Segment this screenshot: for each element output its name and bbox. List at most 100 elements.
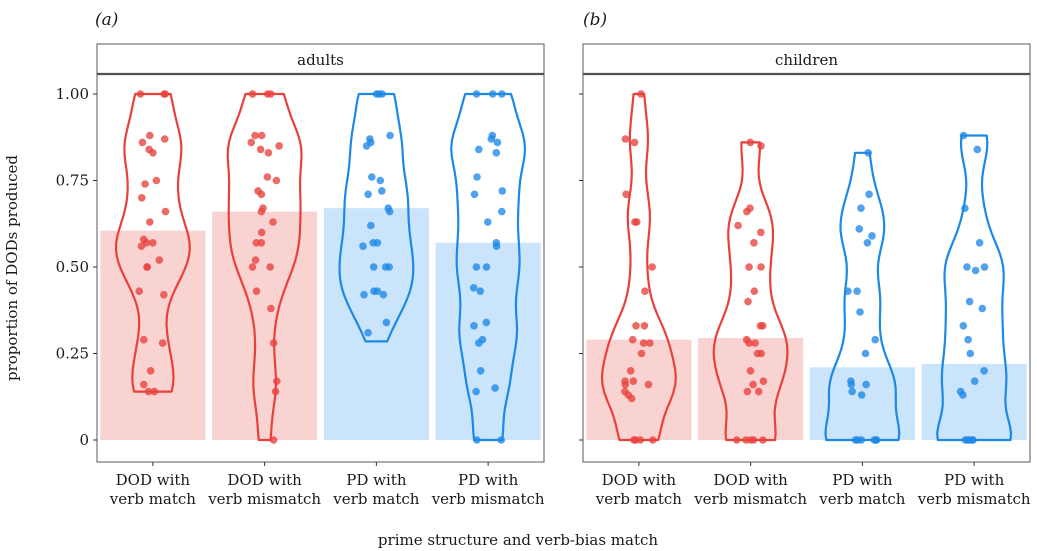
data-point [372, 90, 381, 98]
data-point [759, 436, 767, 444]
x-tick-label: PD with [832, 471, 893, 489]
data-point [379, 290, 388, 299]
y-axis-title: proportion of DODs produced [3, 155, 21, 381]
data-point [973, 145, 982, 154]
data-point [868, 232, 876, 240]
x-tick-label: verb match [109, 490, 196, 508]
data-point [381, 263, 390, 271]
data-point [872, 436, 881, 444]
data-point [385, 207, 394, 216]
data-point [498, 187, 507, 195]
data-point [472, 387, 480, 396]
x-tick-label: PD with [346, 471, 407, 489]
data-point [482, 318, 491, 327]
data-point [980, 367, 988, 375]
panel-letter-1: (a) [95, 10, 118, 30]
data-point [488, 90, 497, 98]
data-point [362, 142, 371, 150]
data-point [472, 263, 481, 271]
x-tick-label: verb mismatch [207, 490, 321, 508]
data-point [266, 263, 275, 271]
x-tick-label: verb match [818, 490, 905, 508]
data-point [137, 242, 146, 250]
data-point [857, 391, 866, 399]
data-point [848, 387, 856, 396]
x-tick-label: DOD with [713, 471, 788, 489]
data-point [969, 436, 977, 444]
data-point [257, 190, 266, 199]
data-point [269, 436, 278, 444]
data-point [627, 394, 636, 403]
data-point [476, 367, 485, 375]
data-point [637, 349, 646, 358]
data-point [160, 290, 168, 299]
data-point [759, 377, 768, 386]
mean-bar [100, 230, 206, 440]
data-point [862, 380, 870, 389]
data-point [473, 436, 481, 444]
data-point [369, 263, 378, 271]
data-point [370, 287, 378, 296]
data-point [263, 90, 272, 98]
data-point [136, 90, 145, 98]
data-point [757, 263, 765, 271]
data-point [491, 384, 499, 392]
data-point [734, 221, 742, 230]
data-point [247, 138, 256, 147]
data-point [252, 239, 261, 247]
data-point [149, 239, 157, 247]
data-point [498, 90, 506, 98]
data-point [484, 218, 492, 226]
data-point [629, 377, 638, 386]
data-point [256, 145, 265, 154]
data-point [621, 135, 630, 143]
data-point [637, 90, 645, 98]
data-point [360, 290, 368, 299]
data-point [150, 387, 159, 396]
data-point [847, 380, 856, 389]
data-point [369, 239, 378, 247]
data-point [630, 138, 639, 147]
x-tick-label: verb mismatch [917, 490, 1031, 508]
data-point [498, 207, 506, 216]
data-point [251, 256, 260, 264]
data-point [472, 90, 481, 98]
data-point [871, 335, 879, 344]
y-tick-label: 0 [79, 431, 89, 449]
data-point [966, 349, 975, 358]
mean-bar [809, 367, 915, 440]
data-point [367, 221, 375, 230]
data-point [965, 297, 974, 306]
data-point [160, 135, 169, 143]
data-point [865, 190, 873, 199]
data-point [359, 242, 367, 250]
data-point [272, 176, 281, 185]
data-point [746, 367, 755, 375]
data-point [144, 387, 153, 396]
data-point [742, 436, 750, 444]
data-point [470, 190, 479, 199]
strip-label-adults: adults [297, 51, 344, 69]
data-point [368, 173, 376, 181]
data-point [267, 304, 275, 313]
data-point [161, 90, 169, 98]
data-point [376, 176, 385, 185]
data-point [744, 297, 752, 306]
data-point [487, 135, 496, 143]
data-point [757, 142, 765, 150]
data-point [646, 339, 654, 347]
data-point [750, 239, 758, 247]
violin-outline [226, 92, 303, 442]
strip-adults [96, 43, 545, 75]
data-point [757, 228, 765, 237]
data-point [140, 380, 148, 389]
data-point [756, 322, 765, 330]
data-point [269, 339, 278, 347]
data-point [959, 391, 967, 399]
x-tick-label: verb mismatch [431, 490, 545, 508]
data-point [757, 349, 765, 358]
data-point [855, 225, 864, 233]
data-point [264, 149, 273, 157]
mean-bar [698, 337, 804, 440]
